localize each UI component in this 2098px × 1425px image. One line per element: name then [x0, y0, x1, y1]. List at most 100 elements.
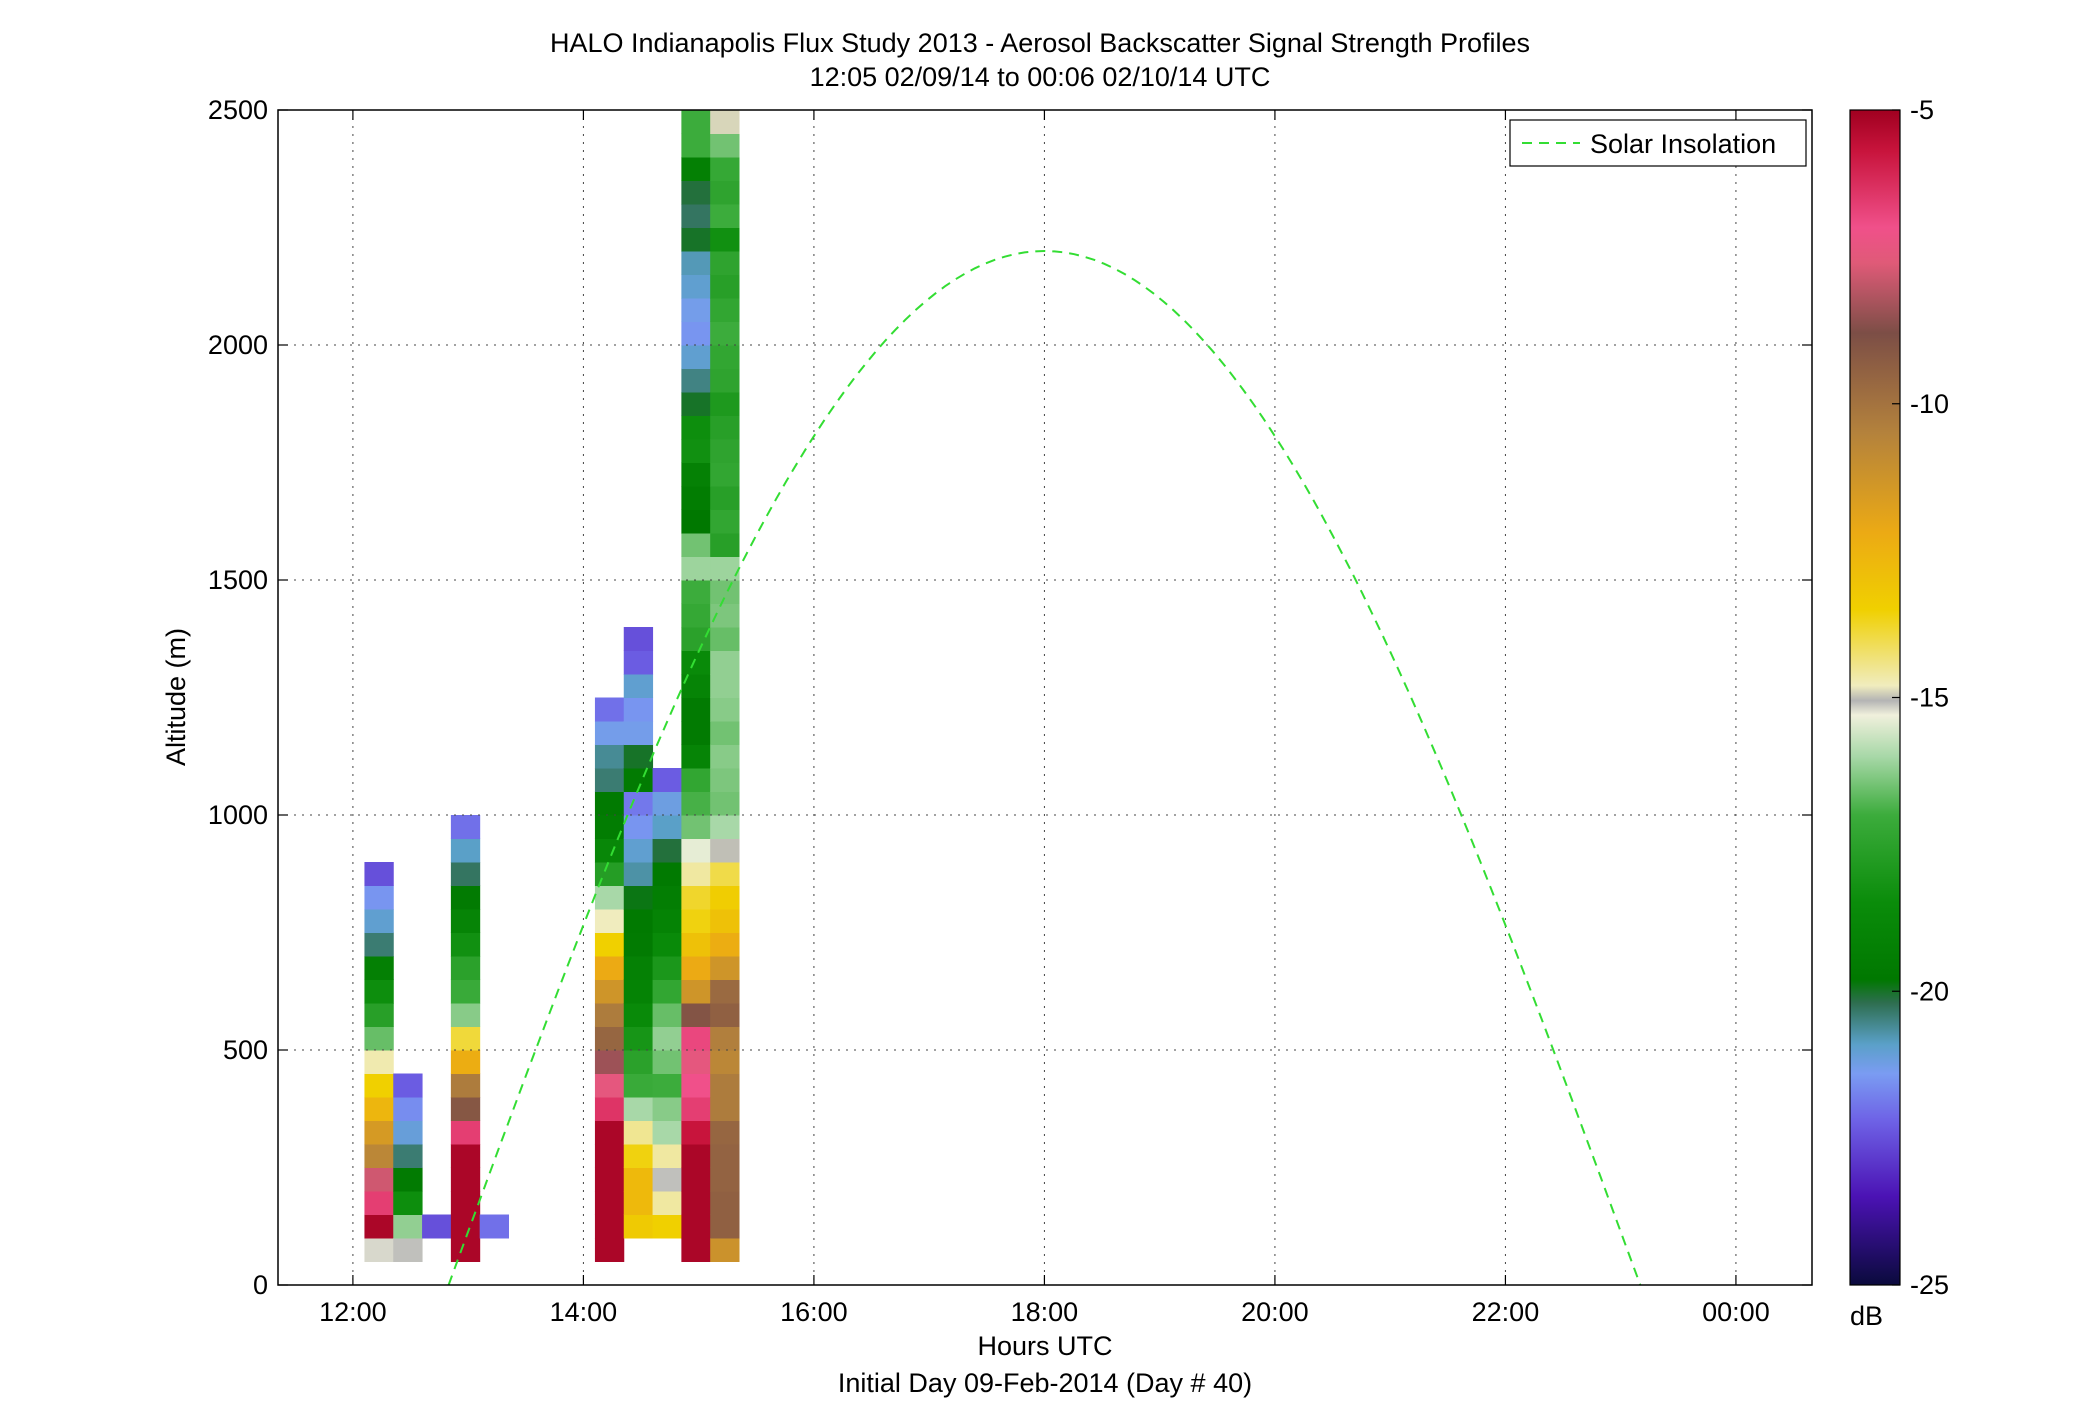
- heatmap-cell: [681, 227, 711, 252]
- heatmap-cell: [681, 1214, 711, 1239]
- heatmap-cell: [681, 509, 711, 534]
- heatmap-cell: [450, 1238, 481, 1262]
- heatmap-cell: [450, 979, 481, 1004]
- heatmap-cell: [364, 1003, 394, 1027]
- heatmap-cell: [364, 909, 394, 933]
- heatmap-cell: [681, 815, 711, 839]
- heatmap-cell: [594, 721, 625, 745]
- heatmap-cell: [710, 932, 740, 957]
- x-axis-label-day: Initial Day 09-Feb-2014 (Day # 40): [838, 1368, 1252, 1398]
- heatmap-cell: [681, 979, 711, 1004]
- heatmap-cell: [710, 1191, 740, 1215]
- y-axis-ticks: 0 500 1000 1500 2000 2500: [208, 95, 1812, 1300]
- heatmap-cell: [623, 838, 654, 863]
- heatmap-cell: [652, 1050, 682, 1074]
- heatmap-cell: [710, 603, 740, 628]
- heatmap-cell: [594, 1214, 625, 1239]
- heatmap-cell: [623, 627, 654, 651]
- legend: Solar Insolation: [1509, 119, 1807, 167]
- heatmap-cell: [652, 838, 682, 863]
- heatmap-cell: [681, 251, 711, 275]
- legend-solar-label: Solar Insolation: [1590, 129, 1776, 159]
- colorbar-tick-label: -20: [1910, 976, 1949, 1006]
- heatmap-cell: [710, 744, 740, 769]
- heatmap-cell: [681, 862, 711, 886]
- heatmap-cell: [623, 1167, 654, 1192]
- y-tick-label: 2000: [208, 330, 268, 360]
- heatmap-cell: [364, 1073, 394, 1098]
- heatmap-cell: [652, 1003, 682, 1027]
- heatmap-cell: [681, 768, 711, 792]
- heatmap-cell: [681, 556, 711, 581]
- heatmap-cell: [594, 768, 625, 792]
- heatmap-cell: [710, 251, 740, 275]
- heatmap-cell: [652, 979, 682, 1004]
- x-tick-label: 16:00: [780, 1297, 848, 1327]
- heatmap-cell: [623, 674, 654, 698]
- y-tick-label: 500: [223, 1035, 268, 1065]
- x-tick-label: 22:00: [1472, 1297, 1540, 1327]
- heatmap-cell: [594, 1120, 625, 1145]
- heatmap-cell: [623, 721, 654, 745]
- heatmap-cell: [681, 180, 711, 205]
- heatmap-cell: [710, 650, 740, 675]
- heatmap-cell: [594, 1167, 625, 1192]
- heatmap-cell: [623, 1003, 654, 1027]
- heatmap-cell: [710, 979, 740, 1004]
- heatmap-cell: [364, 979, 394, 1004]
- colorbar-ticks: -5 -10 -15 -20 -25: [1892, 95, 1949, 1300]
- heatmap-cell: [450, 1191, 481, 1215]
- heatmap-cell: [450, 1120, 481, 1145]
- heatmap-cell: [594, 1097, 625, 1121]
- plot-area: [278, 110, 1812, 1285]
- x-tick-label: 14:00: [550, 1297, 618, 1327]
- heatmap-cell: [364, 932, 394, 957]
- y-tick-label: 2500: [208, 95, 268, 125]
- heatmap-cell: [623, 1214, 654, 1239]
- heatmap-cell: [594, 1144, 625, 1168]
- heatmap-cell: [594, 1050, 625, 1074]
- heatmap-cell: [681, 1120, 711, 1145]
- heatmap-cell: [364, 1050, 394, 1074]
- heatmap-cell: [393, 1214, 423, 1239]
- heatmap-cell: [681, 603, 711, 628]
- heatmap-cell: [450, 1003, 481, 1027]
- heatmap-cell: [710, 345, 740, 369]
- heatmap-cell: [710, 1097, 740, 1121]
- heatmap-cell: [623, 1073, 654, 1098]
- heatmap-cell: [393, 1073, 423, 1098]
- heatmap-cell: [681, 110, 711, 134]
- heatmap-cell: [623, 650, 654, 675]
- heatmap-cell: [710, 697, 740, 722]
- heatmap-cell: [710, 1003, 740, 1027]
- heatmap-cell: [710, 439, 740, 463]
- heatmap-cell: [710, 274, 740, 299]
- heatmap-cell: [623, 815, 654, 839]
- x-tick-label: 12:00: [319, 1297, 387, 1327]
- heatmap-cell: [623, 791, 654, 816]
- y-tick-label: 1000: [208, 800, 268, 830]
- heatmap-cell: [652, 1073, 682, 1098]
- heatmap-cell: [479, 1214, 510, 1239]
- heatmap-cell: [710, 1144, 740, 1168]
- heatmap-cell: [710, 791, 740, 816]
- heatmap-cell: [450, 1167, 481, 1192]
- y-tick-label: 1500: [208, 565, 268, 595]
- heatmap-cell: [652, 1026, 682, 1051]
- x-axis-ticks: 12:00 14:00 16:00 18:00 20:00 22:00 00:00: [319, 110, 1770, 1327]
- heatmap-cell: [710, 368, 740, 393]
- heatmap-cell: [681, 580, 711, 604]
- heatmap-cell: [710, 415, 740, 440]
- heatmap-cell: [681, 1238, 711, 1262]
- x-tick-label: 00:00: [1702, 1297, 1770, 1327]
- heatmap-cell: [652, 768, 682, 792]
- colorbar-tick-label: -10: [1910, 389, 1949, 419]
- x-tick-label: 18:00: [1011, 1297, 1079, 1327]
- heatmap-cell: [681, 1167, 711, 1192]
- heatmap-cell: [681, 321, 711, 346]
- heatmap-cell: [681, 133, 711, 158]
- heatmap-cell: [681, 1144, 711, 1168]
- heatmap-cell: [450, 1144, 481, 1168]
- heatmap-cell: [623, 1191, 654, 1215]
- heatmap-cell: [393, 1167, 423, 1192]
